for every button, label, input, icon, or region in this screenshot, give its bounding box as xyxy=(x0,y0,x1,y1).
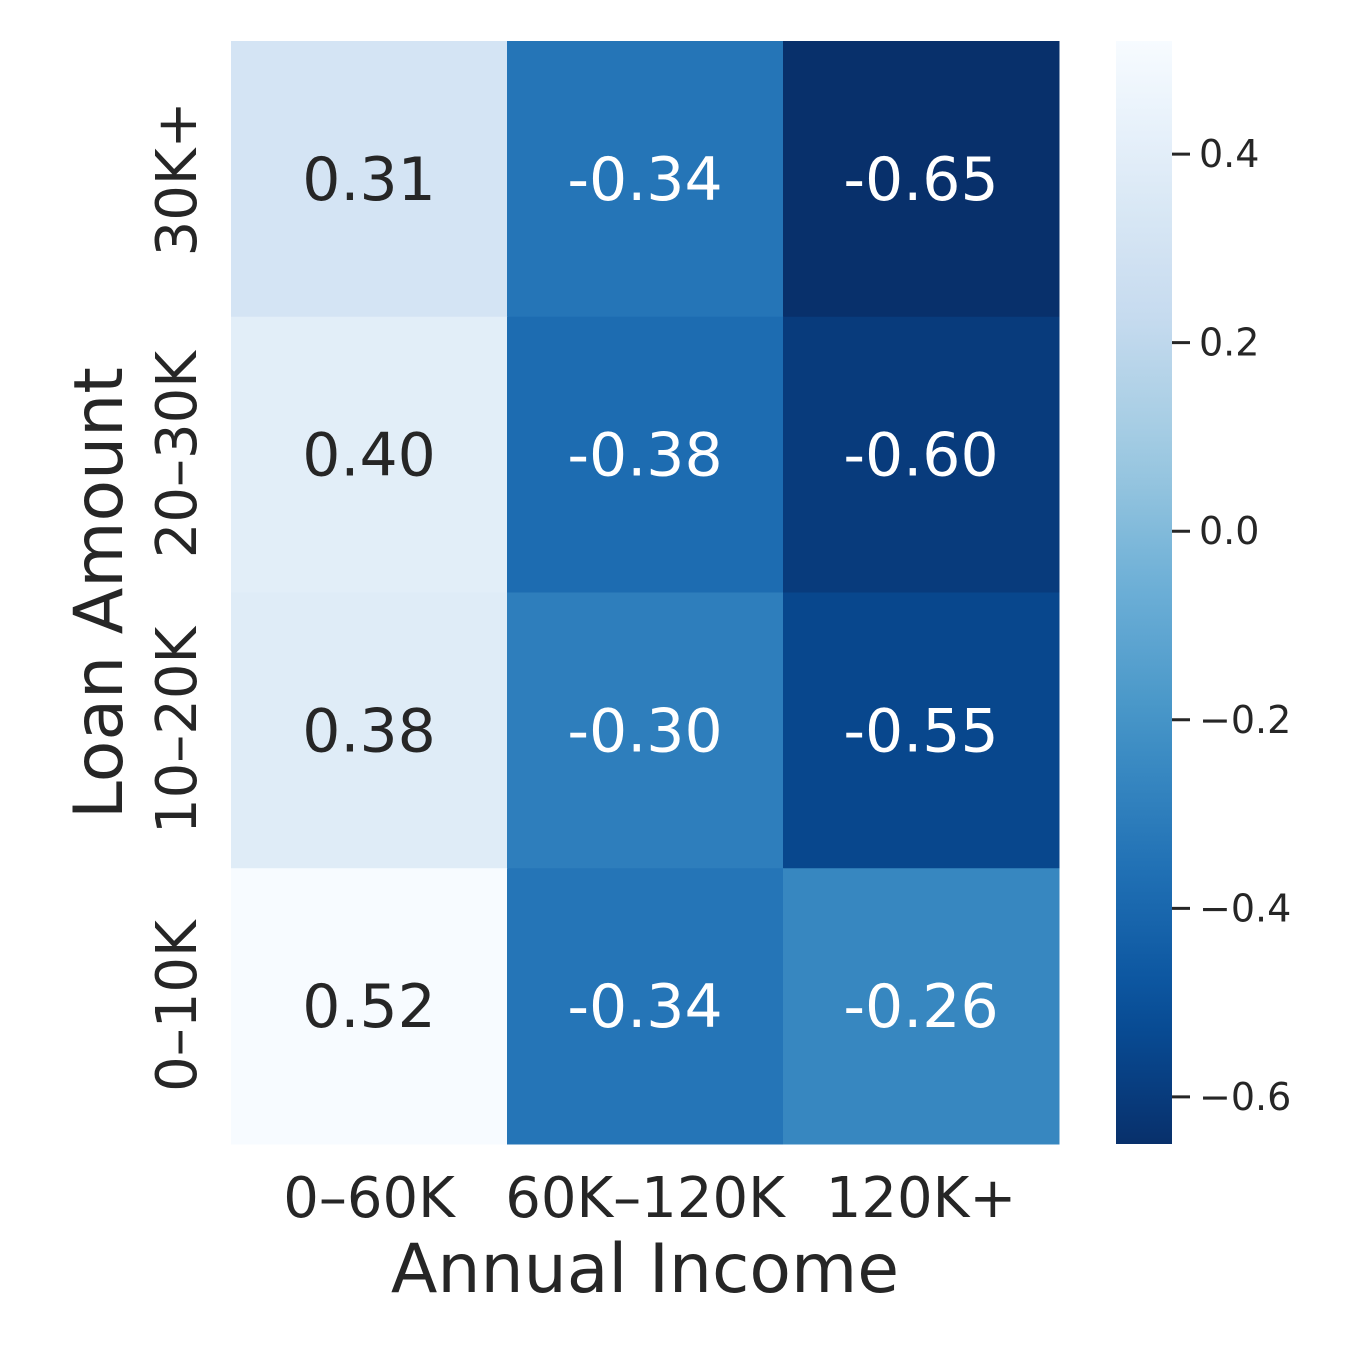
colorbar: 0.4 0.2 0.0 −0.2 −0.4 −0.6 xyxy=(1116,41,1291,1144)
colorbar-tick-label: 0.0 xyxy=(1199,509,1259,553)
colorbar-tick-label: 0.4 xyxy=(1199,132,1259,176)
cell-value-label: 0.31 xyxy=(302,145,436,215)
y-tick-label: 10–20K xyxy=(145,625,210,834)
x-tick-label: 120K+ xyxy=(826,1166,1017,1231)
heatmap-cell xyxy=(231,41,508,318)
colorbar-tick-label: 0.2 xyxy=(1199,321,1259,365)
x-tick-label: 0–60K xyxy=(283,1166,456,1231)
y-tick-label: 20–30K xyxy=(145,350,210,559)
x-axis-label: Annual Income xyxy=(391,1230,899,1309)
cell-value-label: 0.40 xyxy=(302,421,436,491)
cell-value-label: 0.38 xyxy=(302,696,436,766)
colorbar-gradient xyxy=(1116,41,1172,1144)
colorbar-tick-label: −0.4 xyxy=(1199,886,1291,930)
x-axis-tick-labels: 0–60K 60K–120K 120K+ xyxy=(283,1166,1016,1231)
heatmap-cell xyxy=(231,316,508,593)
heatmap-cell xyxy=(783,41,1060,318)
cell-value-label: -0.26 xyxy=(843,972,998,1042)
heatmap-cell-labels: 0.31 -0.34 -0.65 0.40 -0.38 -0.60 0.38 -0.30 -0.… xyxy=(302,145,998,1042)
heatmap-cell xyxy=(507,592,784,869)
colorbar-tick-label: −0.2 xyxy=(1199,698,1291,742)
y-tick-label: 0–10K xyxy=(145,919,210,1092)
cell-value-label: -0.55 xyxy=(843,696,998,766)
colorbar-tick-label: −0.6 xyxy=(1199,1075,1291,1119)
x-tick-label: 60K–120K xyxy=(505,1166,786,1231)
cell-value-label: -0.34 xyxy=(567,972,722,1042)
heatmap-cell xyxy=(231,592,508,869)
heatmap-cells xyxy=(231,41,1060,1145)
colorbar-ticks: 0.4 0.2 0.0 −0.2 −0.4 −0.6 xyxy=(1172,132,1291,1119)
cell-value-label: -0.38 xyxy=(567,421,722,491)
y-tick-label: 30K+ xyxy=(145,101,210,256)
y-axis-label: Loan Amount xyxy=(60,367,139,819)
heatmap-cell xyxy=(507,41,784,318)
heatmap-cell xyxy=(507,316,784,593)
cell-value-label: 0.52 xyxy=(302,972,436,1042)
cell-value-label: -0.30 xyxy=(567,696,722,766)
cell-value-label: -0.34 xyxy=(567,145,722,215)
heatmap-cell xyxy=(783,316,1060,593)
cell-value-label: -0.60 xyxy=(843,421,998,491)
heatmap-cell xyxy=(783,592,1060,869)
y-axis-tick-labels: 30K+ 20–30K 10–20K 0–10K xyxy=(145,101,210,1092)
heatmap-cell xyxy=(507,868,784,1145)
cell-value-label: -0.65 xyxy=(843,145,998,215)
heatmap-cell xyxy=(231,868,508,1145)
heatmap-cell xyxy=(783,868,1060,1145)
